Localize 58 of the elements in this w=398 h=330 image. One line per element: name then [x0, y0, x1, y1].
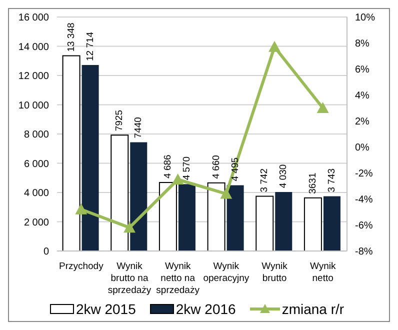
bar	[323, 196, 340, 251]
data-label: 3 743	[326, 168, 338, 192]
bar	[62, 55, 80, 251]
point	[172, 174, 184, 184]
point	[268, 40, 280, 52]
bar	[207, 182, 226, 251]
data-label: 7925	[114, 110, 126, 132]
y-tick-label: 8 000	[24, 130, 50, 141]
data-label: 13 348	[66, 22, 77, 52]
data-label: 4 570	[181, 156, 192, 180]
bar	[110, 134, 129, 251]
point	[124, 222, 136, 233]
y2-tick-label: -8%	[355, 246, 373, 258]
bar	[178, 184, 196, 251]
data-label: 3 742	[259, 168, 270, 192]
x-tick-label: Wynik netto na sprzedaży	[156, 261, 200, 296]
data-label: 4 495	[230, 157, 241, 182]
y2-tick-label: -6%	[355, 220, 373, 232]
point	[75, 203, 88, 214]
data-label: 4 660	[210, 155, 222, 179]
data-label: 12 714	[84, 32, 96, 62]
bar	[275, 192, 292, 251]
data-label: 3631	[307, 172, 318, 194]
y-tick-label: 16 000	[18, 12, 50, 24]
y2-tick-label: 2%	[355, 116, 370, 128]
x-tick-label: Wynik operacyjny	[203, 261, 250, 284]
x-tick-label: Przychody	[58, 261, 104, 272]
bar	[256, 196, 274, 251]
y-tick-label: 2 000	[24, 217, 50, 228]
y-tick-label: 4 000	[24, 188, 50, 200]
data-label: 4 686	[162, 154, 174, 178]
point	[316, 102, 329, 113]
y-tick-label: 14 000	[18, 42, 50, 53]
legend-label: 2kw 2015	[76, 301, 136, 317]
legend-label: 2kw 2016	[176, 301, 236, 317]
y2-tick-label: -4%	[355, 194, 373, 206]
y2-tick-label: 8%	[355, 38, 370, 50]
x-tick-label: Wynik brutto	[262, 261, 288, 284]
bar	[82, 65, 99, 251]
bar	[304, 197, 322, 251]
data-label: 7440	[133, 117, 144, 138]
y-tick-label: 12 000	[18, 71, 50, 82]
y-tick-label: 0	[43, 246, 50, 258]
bar	[158, 182, 177, 251]
x-tick-label: Wynik brutto na sprzedaży	[108, 261, 152, 296]
y2-tick-label: 6%	[355, 64, 370, 76]
y2-tick-label: 4%	[355, 90, 370, 102]
point	[220, 188, 232, 199]
data-label: 4 030	[278, 164, 290, 188]
y-tick-label: 10 000	[18, 100, 50, 112]
y2-tick-label: 10%	[355, 12, 376, 24]
bar	[130, 142, 148, 251]
y2-tick-label: -2%	[355, 168, 373, 180]
x-tick-label: Wynik netto	[310, 261, 336, 284]
legend-label: zmiana r/r	[282, 301, 344, 317]
y-tick-label: 6 000	[24, 158, 50, 170]
y2-tick-label: 0%	[355, 142, 370, 154]
bar	[226, 185, 244, 251]
